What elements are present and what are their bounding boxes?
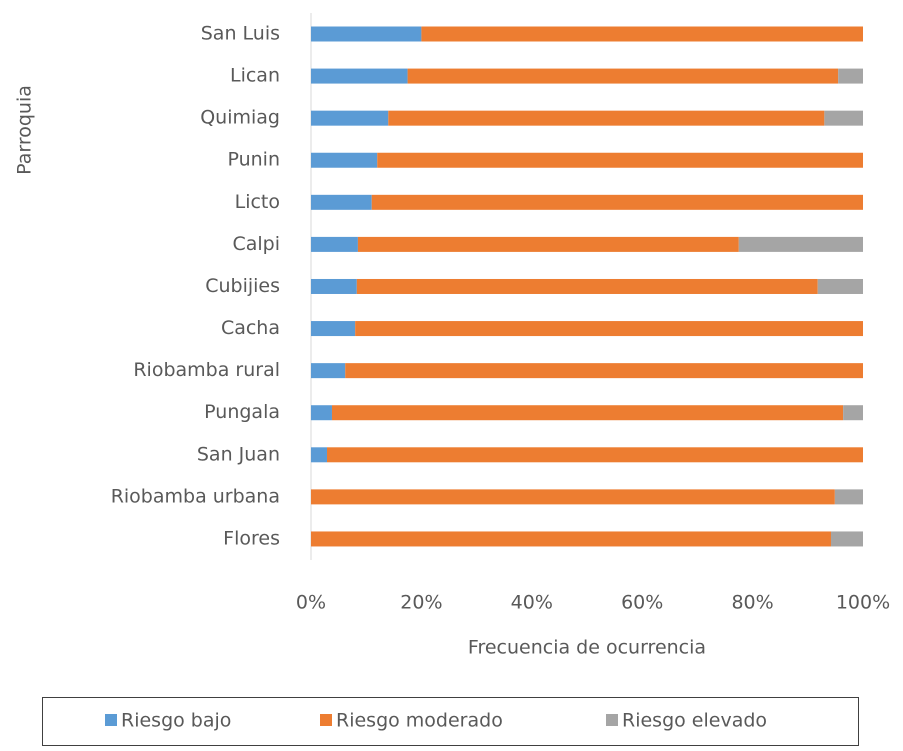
bar-segment xyxy=(824,110,863,126)
bar-segment xyxy=(830,531,863,547)
y-tick-label: Punin xyxy=(227,149,280,171)
bar-segment xyxy=(357,236,739,252)
x-axis-label: Frecuencia de ocurrencia xyxy=(468,637,706,659)
bar-segment xyxy=(331,405,844,421)
bar-segment xyxy=(311,194,372,210)
x-tick-label: 20% xyxy=(400,592,442,614)
y-tick-label: San Luis xyxy=(201,23,280,45)
bar-segment xyxy=(377,152,863,168)
bar-segment xyxy=(371,194,863,210)
bar-segment xyxy=(311,321,356,337)
bar-segment xyxy=(738,236,863,252)
bar-segment xyxy=(311,278,357,294)
bar-segment xyxy=(311,68,408,84)
bar-segment xyxy=(421,26,863,42)
bar-segment xyxy=(388,110,825,126)
legend-swatch xyxy=(105,714,117,726)
y-tick-label: Calpi xyxy=(232,233,280,255)
y-tick-label: Riobamba rural xyxy=(133,359,280,381)
legend-label: Riesgo elevado xyxy=(622,710,767,732)
y-tick-label: Pungala xyxy=(204,401,280,423)
legend-label: Riesgo bajo xyxy=(121,710,231,732)
x-tick-label: 60% xyxy=(621,592,663,614)
bar-segment xyxy=(311,363,346,379)
x-tick-label: 100% xyxy=(836,592,890,614)
y-tick-label: Cacha xyxy=(221,317,280,339)
x-tick-label: 80% xyxy=(731,592,773,614)
y-tick-label: San Juan xyxy=(197,443,280,465)
bar-segment xyxy=(311,152,378,168)
bar-segment xyxy=(838,68,863,84)
y-tick-label: Licto xyxy=(235,191,280,213)
legend-label: Riesgo moderado xyxy=(336,710,503,732)
y-axis-label: Parroquia xyxy=(14,85,36,175)
y-tick-label: Lican xyxy=(230,65,280,87)
bar-segment xyxy=(817,278,863,294)
y-tick-label: Cubijies xyxy=(205,275,280,297)
bar-segment xyxy=(311,489,835,505)
bar-segment xyxy=(311,26,422,42)
y-tick-label: Riobamba urbana xyxy=(111,485,280,507)
legend-swatch xyxy=(320,714,332,726)
y-tick-label: Quimiag xyxy=(200,107,280,129)
legend-box xyxy=(42,697,859,746)
bar-segment xyxy=(355,321,863,337)
bar-segment xyxy=(311,236,358,252)
bar-segment xyxy=(311,110,389,126)
bar-segment xyxy=(356,278,818,294)
legend-swatch xyxy=(606,714,618,726)
x-tick-label: 40% xyxy=(511,592,553,614)
bar-segment xyxy=(311,405,332,421)
bar-segment xyxy=(843,405,863,421)
bar-segment xyxy=(311,447,328,463)
bar-segment xyxy=(834,489,863,505)
bar-segment xyxy=(311,531,831,547)
y-tick-label: Flores xyxy=(223,527,280,549)
bar-segment xyxy=(327,447,863,463)
bar-segment xyxy=(345,363,863,379)
bar-segment xyxy=(407,68,839,84)
x-tick-label: 0% xyxy=(296,592,326,614)
